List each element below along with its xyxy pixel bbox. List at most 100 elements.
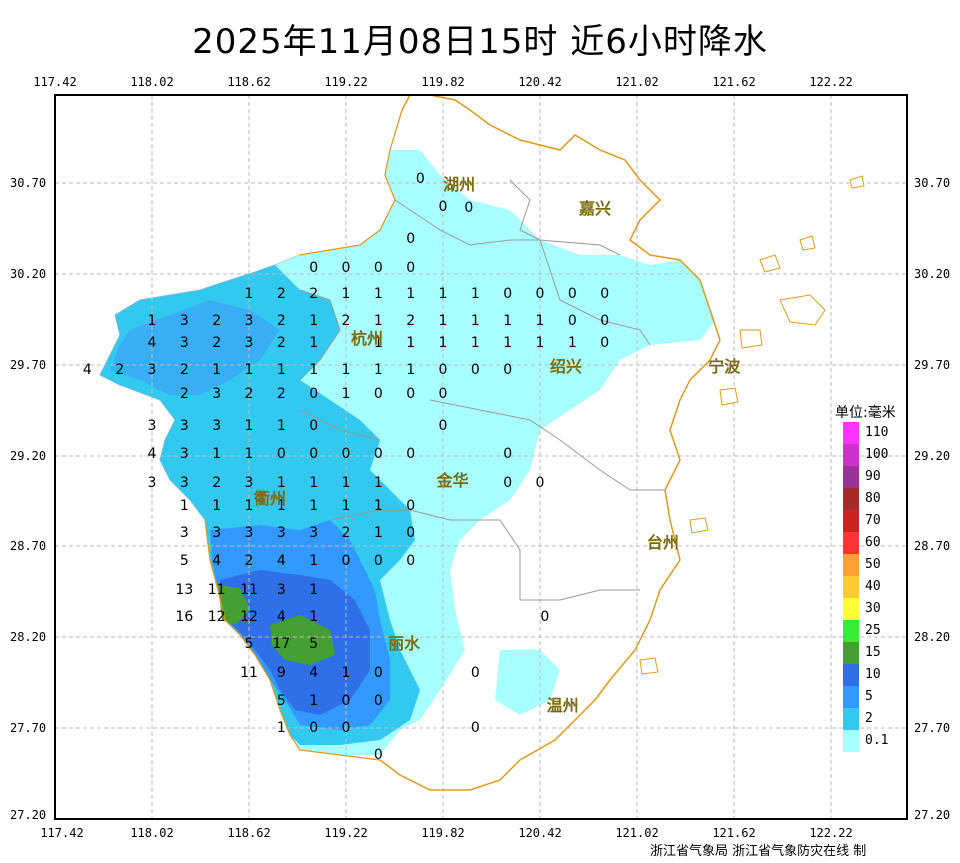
station-value: 4 xyxy=(147,445,157,462)
station-value: 3 xyxy=(244,313,254,330)
station-value: 13 xyxy=(175,581,194,598)
station-value: 1 xyxy=(341,665,351,682)
station-value: 3 xyxy=(147,474,157,491)
station-value: 4 xyxy=(276,609,286,626)
station-value: 2 xyxy=(212,313,222,330)
station-value: 1 xyxy=(341,474,351,491)
station-value: 1 xyxy=(406,285,416,302)
station-value: 3 xyxy=(147,418,157,435)
station-value: 1 xyxy=(309,692,319,709)
y-tick-right: 27.20 xyxy=(914,808,951,822)
legend-swatch xyxy=(843,664,859,686)
station-value: 0 xyxy=(373,260,383,277)
legend-item: 30 xyxy=(843,598,923,620)
station-value: 0 xyxy=(470,362,480,379)
station-value: 1 xyxy=(276,498,286,515)
legend-item: 90 xyxy=(843,466,923,488)
province-border-west xyxy=(299,109,403,256)
y-tick-left: 28.20 xyxy=(10,630,47,644)
legend-label: 100 xyxy=(865,447,889,462)
station-value: 0 xyxy=(373,692,383,709)
legend-label: 110 xyxy=(865,425,889,440)
legend-label: 70 xyxy=(865,513,881,528)
station-value: 3 xyxy=(244,474,254,491)
station-value: 1 xyxy=(341,498,351,515)
station-value: 0 xyxy=(600,313,610,330)
station-value: 0 xyxy=(406,525,416,542)
station-value: 0 xyxy=(464,200,474,217)
station-value: 1 xyxy=(309,362,319,379)
legend-swatch xyxy=(843,708,859,730)
y-tick-left: 30.70 xyxy=(10,176,47,190)
x-tick-top: 117.42 xyxy=(33,75,77,89)
map-frame xyxy=(54,94,908,820)
station-value: 1 xyxy=(373,334,383,351)
city-label: 台州 xyxy=(646,532,679,552)
x-tick-top: 118.62 xyxy=(227,75,271,89)
station-value: 1 xyxy=(373,313,383,330)
y-tick-right: 28.70 xyxy=(914,539,951,553)
station-value: 0 xyxy=(406,445,416,462)
station-value: 1 xyxy=(276,418,286,435)
station-value: 0 xyxy=(341,552,351,569)
station-value: 0 xyxy=(373,385,383,402)
province-border-sw xyxy=(204,519,381,761)
x-tick-bottom: 122.22 xyxy=(809,826,853,840)
station-value: 1 xyxy=(212,445,222,462)
station-value: 2 xyxy=(406,313,416,330)
city-label: 温州 xyxy=(546,696,579,716)
station-value: 1 xyxy=(276,362,286,379)
station-value: 0 xyxy=(309,385,319,402)
station-value: 0 xyxy=(341,260,351,277)
legend-label: 2 xyxy=(865,711,873,726)
x-tick-bottom: 121.62 xyxy=(712,826,756,840)
legend-title: 单位:毫米 xyxy=(835,405,896,421)
station-value: 1 xyxy=(179,498,189,515)
station-value: 0 xyxy=(540,609,550,626)
city-label: 杭州 xyxy=(351,329,384,349)
y-tick-left: 28.70 xyxy=(10,539,47,553)
station-value: 1 xyxy=(309,609,319,626)
legend-swatch xyxy=(843,510,859,532)
legend-label: 25 xyxy=(865,623,881,638)
legend-swatch xyxy=(843,444,859,466)
station-value: 3 xyxy=(147,362,157,379)
station-value: 1 xyxy=(309,313,319,330)
station-value: 1 xyxy=(373,285,383,302)
station-value: 3 xyxy=(212,525,222,542)
coastline xyxy=(379,95,721,791)
station-value: 4 xyxy=(82,362,92,379)
legend-label: 5 xyxy=(865,689,873,704)
station-value: 0 xyxy=(600,285,610,302)
station-value: 1 xyxy=(406,334,416,351)
legend-swatch xyxy=(843,598,859,620)
y-tick-right: 27.70 xyxy=(914,721,951,735)
station-value: 2 xyxy=(276,285,286,302)
legend-swatch xyxy=(843,466,859,488)
station-value: 0 xyxy=(341,445,351,462)
legend-item: 60 xyxy=(843,532,923,554)
station-value: 3 xyxy=(212,418,222,435)
station-value: 3 xyxy=(309,525,319,542)
station-value: 0 xyxy=(406,498,416,515)
station-value: 1 xyxy=(470,285,480,302)
y-tick-right: 28.20 xyxy=(914,630,951,644)
station-value: 0 xyxy=(373,445,383,462)
graticule xyxy=(55,95,907,819)
legend-swatch xyxy=(843,532,859,554)
station-value: 1 xyxy=(309,581,319,598)
station-value: 2 xyxy=(115,362,125,379)
station-value: 1 xyxy=(373,362,383,379)
station-value: 3 xyxy=(212,385,222,402)
legend-item: 10 xyxy=(843,664,923,686)
station-value: 3 xyxy=(276,525,286,542)
station-value: 1 xyxy=(309,552,319,569)
station-value: 1 xyxy=(244,445,254,462)
x-tick-bottom: 121.02 xyxy=(615,826,659,840)
station-value: 4 xyxy=(276,552,286,569)
legend-label: 10 xyxy=(865,667,881,682)
station-value: 1 xyxy=(309,474,319,491)
station-value: 3 xyxy=(179,525,189,542)
legend-label: 15 xyxy=(865,645,881,660)
station-value: 9 xyxy=(276,665,286,682)
